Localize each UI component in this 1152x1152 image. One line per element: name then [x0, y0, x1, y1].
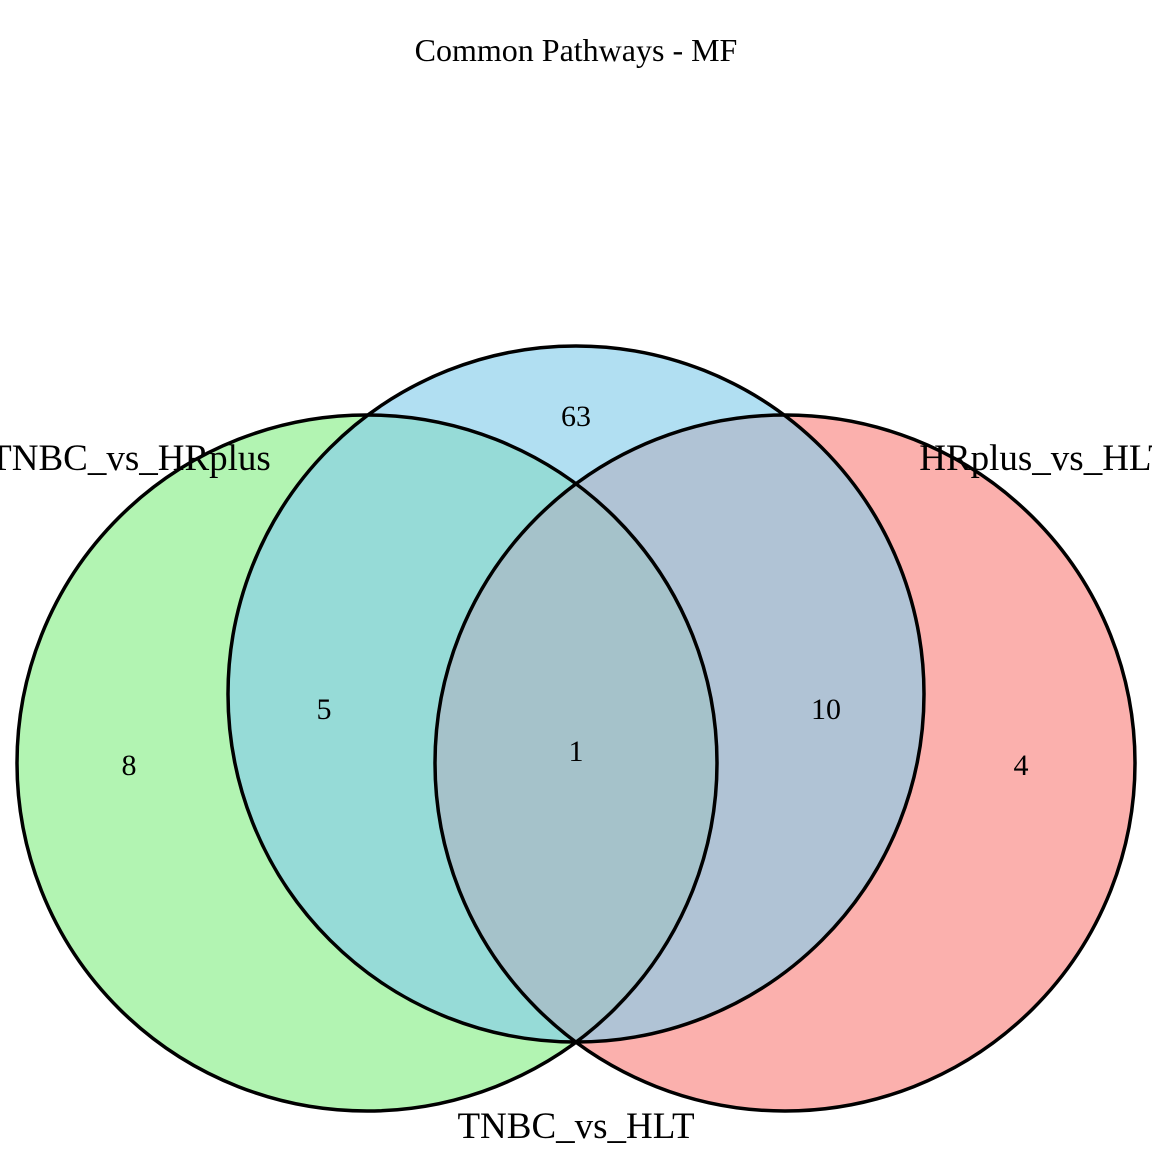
set-outlines — [15, 344, 1137, 1113]
count-only-tnbc-vs-hlt: 63 — [561, 400, 591, 433]
set-label-hrplus-vs-hlt: HRplus_vs_HLT — [919, 438, 1152, 479]
set-fills — [17, 346, 1135, 1111]
set-label-tnbc-vs-hlt: TNBC_vs_HLT — [457, 1106, 694, 1147]
set-fill-tnbc-vs-hlt — [228, 346, 924, 1042]
count-all-three: 1 — [569, 735, 584, 768]
count-tnbc-vs-hrplus-and-tnbc-vs-hlt: 5 — [317, 693, 332, 726]
set-outline-tnbc-vs-hlt — [226, 344, 926, 1044]
set-label-tnbc-vs-hrplus: TNBC_vs_HRplus — [0, 438, 271, 479]
count-only-tnbc-vs-hrplus: 8 — [122, 749, 137, 782]
count-only-hrplus-vs-hlt: 4 — [1014, 749, 1029, 782]
diagram-title: Common Pathways - MF — [415, 32, 738, 68]
count-tnbc-vs-hlt-and-hrplus-vs-hlt: 10 — [811, 693, 841, 726]
